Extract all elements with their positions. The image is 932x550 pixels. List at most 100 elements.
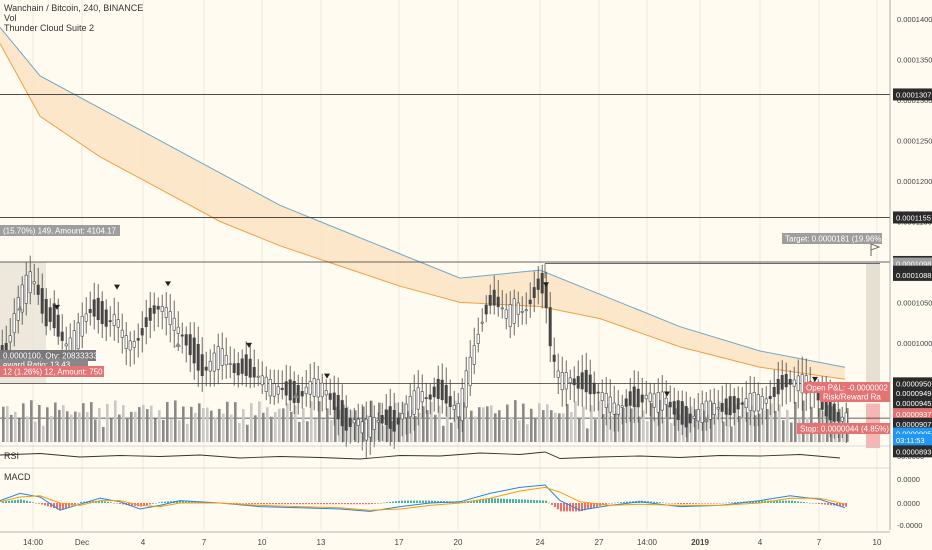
time-tick: 4 xyxy=(141,538,146,547)
price-tick: 0.0001300 xyxy=(897,96,932,105)
macd-histogram-bar xyxy=(503,498,505,503)
macd-tick: 0.0000 xyxy=(897,475,920,484)
rsi-label[interactable]: RSI xyxy=(4,451,20,461)
candle-body xyxy=(752,392,756,412)
candle-body xyxy=(492,289,496,306)
candle-body xyxy=(436,378,440,399)
volume-bar xyxy=(506,404,509,442)
volume-bar xyxy=(318,401,321,442)
macd-histogram-bar xyxy=(800,501,802,503)
candle-body xyxy=(348,417,352,427)
candle-body xyxy=(64,343,68,347)
candle-body xyxy=(200,354,204,376)
candle-body xyxy=(180,334,184,337)
candle-body xyxy=(632,386,636,407)
macd-histogram-bar xyxy=(485,498,487,503)
volume-bar xyxy=(334,406,337,442)
candle-body xyxy=(504,309,508,319)
time-tick: 17 xyxy=(395,538,404,547)
macd-histogram-bar xyxy=(500,498,502,503)
volume-bar xyxy=(310,401,313,442)
price-badge-label: 0.0000893 xyxy=(896,447,931,456)
volume-bar xyxy=(774,410,777,442)
volume-bar xyxy=(718,401,721,442)
stop-label-bg xyxy=(797,423,890,434)
volume-bar xyxy=(290,411,293,442)
candle-body xyxy=(732,396,736,413)
candle-body xyxy=(656,392,660,413)
macd-label[interactable]: MACD xyxy=(4,472,31,482)
volume-bar xyxy=(186,423,189,442)
volume-bar xyxy=(646,421,649,442)
candle-body xyxy=(396,417,400,425)
volume-bar xyxy=(714,414,717,442)
candle-body xyxy=(236,363,240,376)
volume-bar xyxy=(26,416,29,442)
macd-histogram-bar xyxy=(5,501,7,503)
candle-body xyxy=(176,326,180,334)
time-tick: 7 xyxy=(817,538,822,547)
macd-histogram-bar xyxy=(38,503,40,504)
ratio-label: eward Ratio: 13.43 xyxy=(3,361,71,370)
candle-body xyxy=(480,321,484,324)
volume-bar xyxy=(794,401,797,442)
macd-histogram-bar xyxy=(344,503,346,505)
volume-bar xyxy=(638,416,641,442)
volume-bar xyxy=(82,403,85,442)
macd-histogram-bar xyxy=(356,503,358,505)
candle-body xyxy=(672,401,676,415)
macd-histogram-bar xyxy=(14,500,16,503)
study-vol[interactable]: Vol xyxy=(4,13,17,23)
candle-body xyxy=(720,403,724,412)
macd-histogram-bar xyxy=(62,503,64,510)
symbol-title[interactable]: Wanchain / Bitcoin, 240, BINANCE xyxy=(4,3,144,13)
candle-body xyxy=(608,396,612,413)
candle-body xyxy=(412,390,416,415)
candle-body xyxy=(456,403,460,418)
macd-histogram-bar xyxy=(23,500,25,503)
time-tick: 13 xyxy=(317,538,326,547)
macd-histogram-bar xyxy=(305,503,307,505)
volume-bar xyxy=(386,409,389,442)
price-badge-label: 0.0001088 xyxy=(896,271,931,280)
macd-histogram-bar xyxy=(542,500,544,503)
volume-bar xyxy=(54,402,57,442)
macd-histogram-bar xyxy=(566,503,568,512)
volume-bar xyxy=(566,404,569,442)
volume-bar xyxy=(458,416,461,442)
candle-body xyxy=(212,352,216,372)
buy-marker xyxy=(17,305,23,311)
macd-histogram-bar xyxy=(140,503,142,507)
volume-bar xyxy=(618,413,621,442)
candle-body xyxy=(572,378,576,386)
volume-bar xyxy=(498,410,501,442)
time-tick: 14:00 xyxy=(23,538,44,547)
macd-histogram-bar xyxy=(689,503,691,504)
volume-bar xyxy=(474,416,477,442)
study-thunder-cloud[interactable]: Thunder Cloud Suite 2 xyxy=(4,23,95,33)
time-tick: 24 xyxy=(536,538,545,547)
candle-body xyxy=(340,400,344,427)
candle-body xyxy=(744,398,748,409)
volume-bar xyxy=(426,410,429,442)
macd-histogram-bar xyxy=(326,503,328,505)
macd-histogram-bar xyxy=(74,503,76,505)
volume-bar xyxy=(2,406,5,442)
macd-histogram-bar xyxy=(41,503,43,505)
price-badge xyxy=(893,211,932,224)
volume-bar xyxy=(98,408,101,442)
candle-body xyxy=(36,284,40,295)
candle-body xyxy=(796,375,800,392)
volume-bar xyxy=(142,404,145,442)
price-tick: 0.0001250 xyxy=(897,137,932,146)
volume-bar xyxy=(670,423,673,442)
macd-histogram-bar xyxy=(755,500,757,503)
candle-body xyxy=(192,337,196,364)
volume-bar xyxy=(46,407,49,442)
candle-body xyxy=(468,356,472,387)
macd-histogram-bar xyxy=(521,499,523,503)
candle-body xyxy=(60,331,64,341)
volume-bar xyxy=(450,422,453,442)
volume-bar xyxy=(678,414,681,442)
